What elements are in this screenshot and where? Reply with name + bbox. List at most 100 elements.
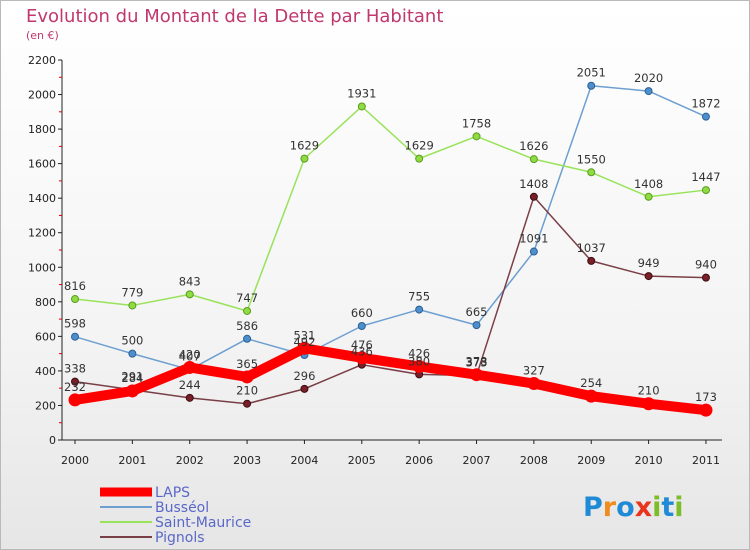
data-label-pignols: 940	[695, 258, 717, 272]
data-label-laps: 531	[293, 328, 315, 342]
data-point-buss-ol	[472, 321, 481, 330]
data-point-saint-maurice	[357, 102, 366, 111]
data-point-pignols	[243, 399, 252, 408]
data-point-saint-maurice	[587, 168, 596, 177]
y-tick-label: 1600	[28, 158, 56, 171]
x-tick-label: 2010	[635, 454, 663, 467]
data-point-saint-maurice	[472, 132, 481, 141]
data-label-buss-ol: 755	[408, 290, 430, 304]
data-label-saint-maurice: 1408	[634, 177, 663, 191]
data-label-laps: 284	[121, 371, 143, 385]
y-tick-label: 200	[35, 399, 56, 412]
chart-title: Evolution du Montant de la Dette par Hab…	[26, 6, 443, 27]
data-point-saint-maurice	[415, 154, 424, 163]
series-line-buss-ol	[74, 84, 707, 371]
data-label-laps: 378	[466, 355, 488, 369]
data-label-pignols: 210	[236, 384, 258, 398]
data-label-saint-maurice: 1626	[519, 139, 548, 153]
data-label-saint-maurice: 1758	[462, 116, 491, 130]
data-point-saint-maurice	[701, 186, 710, 195]
data-point-laps	[183, 360, 197, 374]
data-label-laps: 254	[580, 376, 602, 390]
data-label-buss-ol: 586	[236, 319, 258, 333]
legend-label-saint-maurice: Saint-Maurice	[155, 515, 251, 531]
data-label-saint-maurice: 843	[179, 274, 201, 288]
x-tick-label: 2007	[463, 454, 491, 467]
data-point-saint-maurice	[300, 154, 309, 163]
data-label-saint-maurice: 747	[236, 291, 258, 305]
series-line-saint-maurice	[74, 105, 707, 312]
data-label-pignols: 373	[466, 356, 488, 370]
data-label-saint-maurice: 816	[64, 279, 86, 293]
data-label-pignols: 291	[121, 370, 143, 384]
plot-area: 232 284 420 365 531 476 426 378 327 254 210 173 598 5…	[64, 66, 721, 417]
data-label-saint-maurice: 779	[121, 285, 143, 299]
series-line-pignols	[74, 196, 707, 405]
data-point-buss-ol	[587, 81, 596, 90]
y-tick-label: 2000	[28, 89, 56, 102]
data-label-buss-ol: 1091	[519, 232, 548, 246]
data-point-pignols	[644, 272, 653, 281]
series-line-laps	[70, 343, 711, 416]
x-tick-label: 2000	[61, 454, 89, 467]
data-label-buss-ol: 2020	[634, 71, 663, 85]
data-label-buss-ol: 492	[293, 335, 315, 349]
data-point-buss-ol	[128, 349, 137, 358]
y-tick-label: 1800	[28, 123, 56, 136]
data-label-pignols: 380	[408, 354, 430, 368]
data-label-pignols: 338	[64, 362, 86, 376]
data-point-saint-maurice	[71, 295, 79, 304]
data-point-laps	[412, 359, 426, 373]
data-point-buss-ol	[529, 247, 538, 256]
data-label-saint-maurice: 1931	[347, 86, 376, 100]
data-label-saint-maurice: 1629	[405, 139, 434, 153]
data-label-buss-ol: 665	[466, 305, 488, 319]
y-tick-label: 400	[35, 365, 56, 378]
data-label-buss-ol: 598	[64, 317, 86, 331]
y-tick-label: 0	[49, 434, 56, 447]
y-tick-label: 2200	[28, 54, 56, 67]
legend-label-buss-ol: Busséol	[155, 500, 209, 516]
data-point-buss-ol	[415, 305, 424, 314]
data-point-saint-maurice	[185, 290, 194, 299]
y-tick-label: 1000	[28, 261, 56, 274]
y-tick-label: 1200	[28, 227, 56, 240]
data-label-laps: 232	[64, 380, 86, 394]
data-label-laps: 365	[236, 357, 258, 371]
legend-label-laps: LAPS	[155, 485, 190, 501]
data-point-buss-ol	[243, 334, 252, 343]
data-label-laps: 173	[695, 390, 717, 404]
x-tick-label: 2004	[290, 454, 318, 467]
data-point-pignols	[185, 393, 194, 402]
data-label-laps: 420	[179, 347, 201, 361]
data-label-buss-ol: 407	[179, 350, 201, 364]
y-tick-label: 600	[35, 330, 56, 343]
data-label-laps: 426	[408, 346, 430, 360]
x-tick-label: 2001	[118, 454, 146, 467]
x-tick-label: 2005	[348, 454, 376, 467]
data-label-buss-ol: 660	[351, 306, 373, 320]
data-point-laps	[355, 351, 369, 365]
data-point-saint-maurice	[529, 155, 538, 164]
data-point-buss-ol	[357, 322, 366, 330]
data-point-buss-ol	[701, 112, 710, 121]
x-tick-label: 2003	[233, 454, 261, 467]
data-label-buss-ol: 500	[121, 334, 143, 348]
data-point-pignols	[71, 377, 79, 386]
chart-subtitle: (en €)	[26, 29, 59, 42]
x-tick-label: 2002	[176, 454, 204, 467]
data-point-laps	[584, 389, 598, 403]
data-point-buss-ol	[71, 332, 79, 341]
data-point-laps	[642, 397, 656, 411]
data-point-buss-ol	[644, 87, 653, 96]
y-tick-label: 1400	[28, 192, 56, 205]
x-tick-label: 2006	[405, 454, 433, 467]
data-point-laps	[125, 384, 139, 398]
data-point-laps	[699, 403, 713, 417]
axes: 0 200 400 600 800 1000 1200 1400 1600 1800 2000 220…	[28, 54, 722, 467]
data-point-laps	[470, 368, 484, 382]
y-tick-label: 800	[35, 296, 56, 309]
data-label-pignols: 1037	[577, 241, 606, 255]
